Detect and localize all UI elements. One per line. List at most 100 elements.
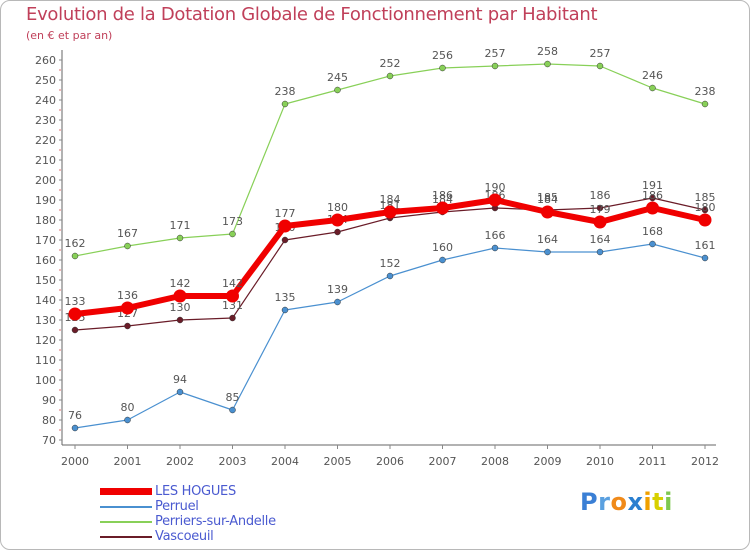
chart-title: Evolution de la Dotation Globale de Fonc… xyxy=(26,4,598,25)
data-point-vascoeuil xyxy=(334,228,341,236)
legend-item: Vascoeuil xyxy=(100,529,360,544)
y-tick-label: 140 xyxy=(35,294,56,307)
data-point-vascoeuil xyxy=(701,206,709,214)
data-point-perriers-sur-andelle xyxy=(439,64,446,72)
data-point-les-hogues xyxy=(121,301,134,315)
y-tick-label: 110 xyxy=(35,354,56,367)
data-point-perruel xyxy=(386,272,394,280)
legend-label: Perruel xyxy=(155,499,199,514)
legend-label: Vascoeuil xyxy=(155,529,214,544)
data-point-les-hogues xyxy=(541,205,554,219)
data-label-perriers-sur-andelle: 257 xyxy=(485,47,506,60)
data-label-vascoeuil: 130 xyxy=(170,301,191,314)
y-tick-label: 150 xyxy=(35,274,56,287)
data-point-perriers-sur-andelle xyxy=(596,62,604,70)
data-label-les-hogues: 133 xyxy=(65,295,86,308)
data-point-les-hogues xyxy=(173,289,187,303)
x-tick-label: 2010 xyxy=(586,455,614,468)
y-tick-label: 250 xyxy=(35,74,56,87)
data-label-les-hogues: 136 xyxy=(117,289,138,302)
data-point-perriers-sur-andelle xyxy=(491,62,499,70)
x-tick-label: 2004 xyxy=(271,455,299,468)
y-tick-label: 120 xyxy=(35,334,56,347)
data-point-perruel xyxy=(176,388,184,396)
x-tick-label: 2005 xyxy=(324,455,352,468)
legend-swatch xyxy=(100,488,152,495)
data-point-les-hogues xyxy=(226,289,239,303)
data-label-vascoeuil: 186 xyxy=(590,189,611,202)
chart-subtitle: (en € et par an) xyxy=(26,29,113,42)
data-label-vascoeuil: 185 xyxy=(537,191,558,204)
data-point-perriers-sur-andelle xyxy=(281,100,289,108)
legend-item: Perruel xyxy=(100,499,360,514)
x-tick-label: 2008 xyxy=(481,455,509,468)
data-label-perruel: 152 xyxy=(380,257,401,270)
x-tick-label: 2001 xyxy=(114,455,142,468)
data-label-perriers-sur-andelle: 256 xyxy=(432,49,453,62)
x-tick-label: 2009 xyxy=(534,455,562,468)
data-label-perriers-sur-andelle: 246 xyxy=(642,69,663,82)
data-point-perriers-sur-andelle xyxy=(229,230,236,238)
data-label-perruel: 80 xyxy=(121,401,135,414)
x-tick-label: 2003 xyxy=(219,455,247,468)
data-point-perruel xyxy=(491,244,499,252)
data-label-perruel: 164 xyxy=(537,233,558,246)
data-point-perriers-sur-andelle xyxy=(544,60,551,68)
data-label-les-hogues: 142 xyxy=(170,277,191,290)
data-label-perruel: 160 xyxy=(432,241,453,254)
data-label-perriers-sur-andelle: 238 xyxy=(695,85,716,98)
x-tick-label: 2011 xyxy=(639,455,667,468)
data-label-les-hogues: 186 xyxy=(642,189,663,202)
data-label-perriers-sur-andelle: 257 xyxy=(590,47,611,60)
data-label-les-hogues: 177 xyxy=(275,207,296,220)
x-tick-label: 2000 xyxy=(61,455,89,468)
legend-label: Perriers-sur-Andelle xyxy=(155,514,276,529)
data-label-perruel: 94 xyxy=(173,373,187,386)
data-label-les-hogues: 184 xyxy=(380,193,401,206)
data-point-les-hogues xyxy=(488,193,502,207)
data-label-les-hogues: 190 xyxy=(485,181,506,194)
y-tick-label: 190 xyxy=(35,194,56,207)
data-point-perriers-sur-andelle xyxy=(701,100,709,108)
y-tick-label: 180 xyxy=(35,214,56,227)
data-label-perruel: 164 xyxy=(590,233,611,246)
data-label-les-hogues: 180 xyxy=(695,201,716,214)
data-label-perruel: 139 xyxy=(327,283,348,296)
y-tick-label: 160 xyxy=(35,254,56,267)
y-tick-label: 260 xyxy=(35,54,56,67)
y-tick-label: 80 xyxy=(42,414,56,427)
data-point-les-hogues xyxy=(646,201,659,215)
data-point-perriers-sur-andelle xyxy=(649,84,656,92)
y-tick-label: 170 xyxy=(35,234,56,247)
data-label-les-hogues: 180 xyxy=(327,201,348,214)
data-point-perruel xyxy=(649,240,656,248)
data-label-vascoeuil: 191 xyxy=(642,179,663,192)
logo-letter: i xyxy=(664,488,673,516)
legend-item: LES HOGUES xyxy=(100,484,360,499)
data-point-les-hogues xyxy=(593,215,607,229)
y-tick-label: 210 xyxy=(35,154,56,167)
data-point-les-hogues xyxy=(331,213,344,227)
data-label-perruel: 168 xyxy=(642,225,663,238)
data-label-perruel: 161 xyxy=(695,239,716,252)
logo-letter: r xyxy=(598,488,611,516)
data-label-perriers-sur-andelle: 173 xyxy=(222,215,243,228)
y-tick-label: 200 xyxy=(35,174,56,187)
y-tick-label: 130 xyxy=(35,314,56,327)
data-point-les-hogues xyxy=(68,307,82,321)
y-tick-label: 220 xyxy=(35,134,56,147)
data-point-perriers-sur-andelle xyxy=(176,234,184,242)
data-label-les-hogues: 179 xyxy=(590,203,611,216)
data-point-vascoeuil xyxy=(281,236,289,244)
logo-letter: t xyxy=(652,488,665,516)
data-label-perriers-sur-andelle: 245 xyxy=(327,71,348,84)
legend-swatch xyxy=(100,521,152,523)
data-point-les-hogues xyxy=(383,205,397,219)
data-label-vascoeuil: 184 xyxy=(432,193,453,206)
data-label-les-hogues: 186 xyxy=(432,189,453,202)
data-label-vascoeuil: 185 xyxy=(695,191,716,204)
x-tick-label: 2007 xyxy=(429,455,457,468)
data-label-perriers-sur-andelle: 258 xyxy=(537,45,558,58)
data-label-perriers-sur-andelle: 252 xyxy=(380,57,401,70)
